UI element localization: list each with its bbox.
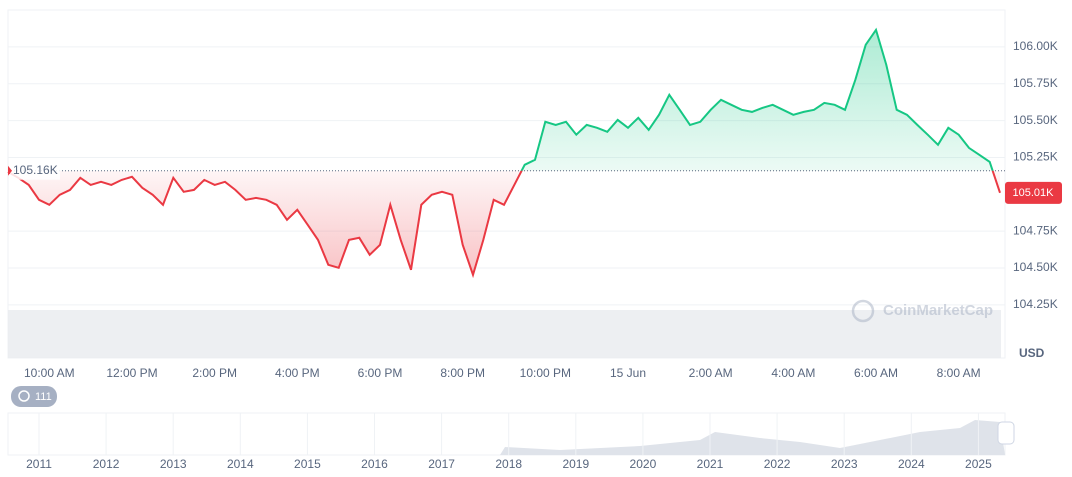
watermark: CoinMarketCap xyxy=(851,299,993,323)
overview-year: 2025 xyxy=(965,457,992,471)
y-tick-label: 104.50K xyxy=(1013,260,1058,274)
price-line-down xyxy=(7,170,1001,279)
volume-band xyxy=(8,310,1001,358)
area-down xyxy=(8,170,1000,275)
x-tick-label: 8:00 AM xyxy=(937,366,981,380)
overview-year: 2014 xyxy=(227,457,254,471)
x-tick-label: 6:00 PM xyxy=(358,366,403,380)
overview-year: 2013 xyxy=(160,457,187,471)
reference-label: 105.16K xyxy=(13,163,58,177)
watermark-text: CoinMarketCap xyxy=(883,302,993,319)
overview-year: 2012 xyxy=(93,457,120,471)
x-tick-label: 10:00 AM xyxy=(24,366,75,380)
y-tick-label: 104.25K xyxy=(1013,297,1058,311)
y-tick-label: 104.75K xyxy=(1013,223,1058,237)
x-tick-label: 4:00 PM xyxy=(275,366,320,380)
overview-year: 2019 xyxy=(562,457,589,471)
history-badge[interactable]: 111 xyxy=(11,386,57,407)
x-tick-label: 12:00 PM xyxy=(106,366,157,380)
overview-year: 2017 xyxy=(428,457,455,471)
x-tick-label: 8:00 PM xyxy=(440,366,485,380)
x-tick-label: 15 Jun xyxy=(610,366,646,380)
overview-year: 2021 xyxy=(697,457,724,471)
overview-year: 2018 xyxy=(495,457,522,471)
reference-marker xyxy=(8,165,12,176)
reference-label-bg xyxy=(10,161,60,180)
history-count: 111 xyxy=(35,391,52,403)
x-tick-label: 4:00 AM xyxy=(771,366,815,380)
overview-handle[interactable] xyxy=(997,421,1015,445)
overview-year: 2022 xyxy=(764,457,791,471)
x-tick-label: 6:00 AM xyxy=(854,366,898,380)
overview-year: 2011 xyxy=(26,457,52,471)
y-tick-label: 105.25K xyxy=(1013,150,1058,164)
last-value-label: 105.01K xyxy=(1013,187,1055,199)
y-axis-label: USD xyxy=(1019,346,1045,360)
overview-year: 2016 xyxy=(361,457,388,471)
area-up xyxy=(521,29,993,171)
overview-year: 2024 xyxy=(898,457,925,471)
y-tick-label: 106.00K xyxy=(1013,39,1058,53)
y-tick-label: 105.75K xyxy=(1013,76,1058,90)
x-tick-label: 10:00 PM xyxy=(520,366,571,380)
y-tick-label: 105.50K xyxy=(1013,113,1058,127)
price-line-up xyxy=(520,27,994,171)
overview-year: 2020 xyxy=(630,457,657,471)
x-tick-label: 2:00 AM xyxy=(689,366,733,380)
overview-year: 2023 xyxy=(831,457,858,471)
last-value-badge xyxy=(1005,181,1062,204)
overview-silhouette xyxy=(8,420,1005,455)
x-tick-label: 2:00 PM xyxy=(192,366,237,380)
overview-year: 2015 xyxy=(294,457,321,471)
